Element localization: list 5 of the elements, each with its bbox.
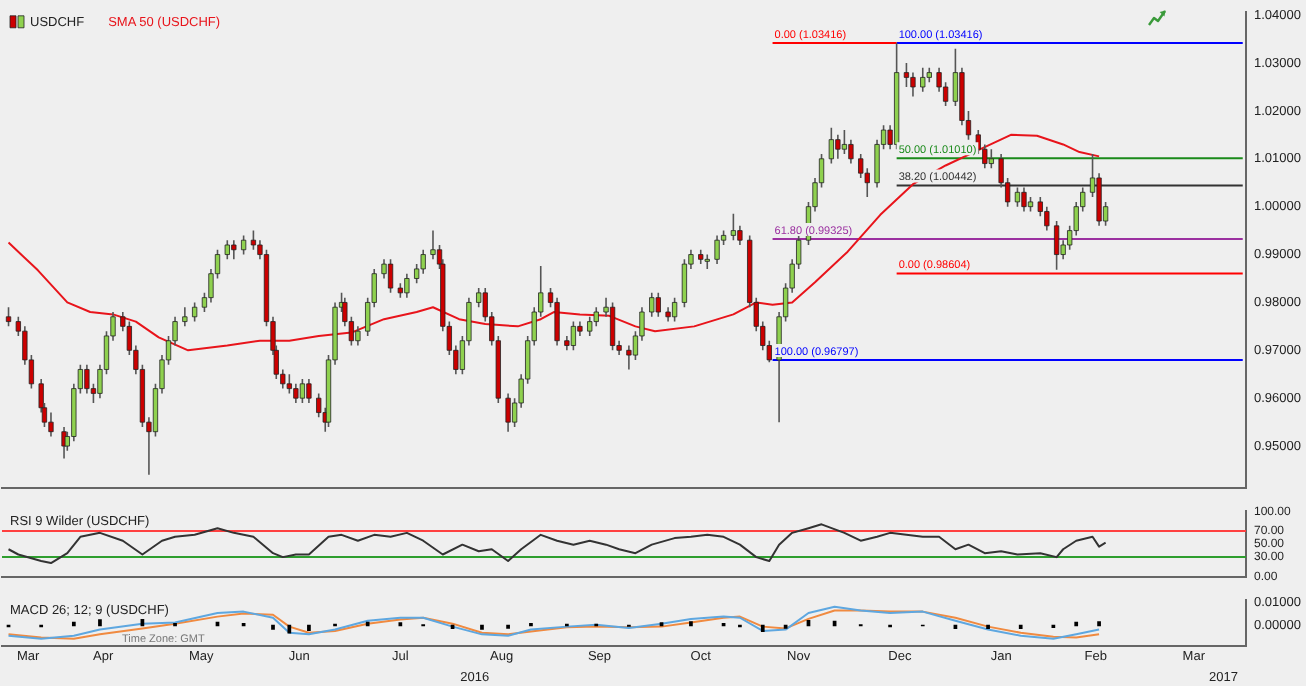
candlestick (84, 363, 90, 395)
candlestick (306, 378, 312, 404)
candlestick (835, 134, 841, 160)
candlestick (430, 229, 436, 261)
candlestick (182, 306, 188, 328)
